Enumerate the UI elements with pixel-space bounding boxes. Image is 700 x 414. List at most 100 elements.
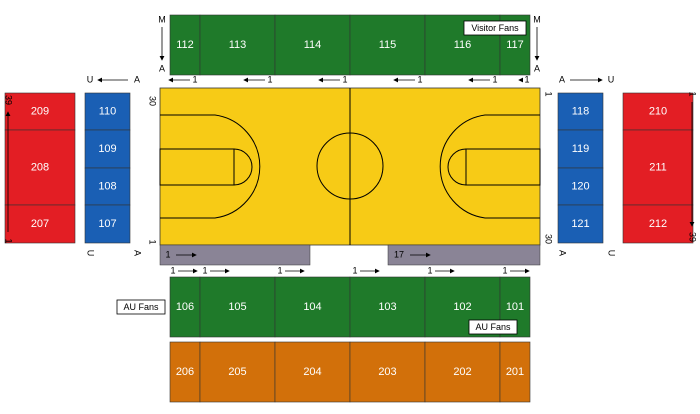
section [84,204,131,244]
section-label: 201 [506,366,524,378]
section-label: 203 [378,366,396,378]
aisle-label: A [159,63,165,73]
section-label: 106 [176,301,194,313]
section [274,276,351,338]
section-label: 204 [303,366,321,378]
section [424,341,501,403]
gray-bar [387,244,541,266]
aisle-label: U [608,74,615,84]
section-label: 112 [176,39,194,51]
seat-range: 39 [4,95,14,105]
section [557,167,604,206]
section-label: 206 [176,366,194,378]
section-label: 115 [379,39,397,51]
section [349,341,426,403]
seat-range: 39 [688,232,698,242]
seat-range: 1 [4,238,14,243]
callout: Visitor Fans [471,23,519,33]
section [622,129,694,206]
section [499,341,531,403]
section [199,341,276,403]
row-marker: 1 [170,265,175,275]
row-marker: 1 [267,74,272,84]
callout-box [116,299,166,315]
seat-range: 30 [544,234,554,244]
aisle-label: A [558,250,568,256]
section-label: 116 [454,39,472,51]
section-label: 114 [304,39,322,51]
callout-box [463,20,527,36]
section [199,276,276,338]
section [4,204,76,244]
section-label: 101 [506,301,524,313]
court [159,87,541,246]
section-label: 212 [649,218,667,230]
section-label: 107 [98,218,116,230]
section-label: 207 [31,218,49,230]
row-marker: 1 [192,74,197,84]
section [622,204,694,244]
section [274,14,351,76]
callout-box [468,319,518,335]
section-label: 202 [453,366,471,378]
row-marker: 1 [342,74,347,84]
section [349,14,426,76]
row-marker: 1 [277,265,282,275]
section-label: 105 [228,301,246,313]
callout: AU Fans [123,302,159,312]
seat-range: 17 [394,249,404,259]
row-marker: 1 [492,74,497,84]
seat-range: 1 [688,91,698,96]
aisle-label: U [87,74,94,84]
section-label: 211 [649,161,667,173]
section-label: 120 [571,180,589,192]
aisle-label: U [86,250,96,257]
section-label: 118 [572,105,590,117]
section-label: 208 [31,161,49,173]
section-label: 205 [228,366,246,378]
section-label: 103 [378,301,396,313]
row-marker: 1 [202,265,207,275]
section [84,92,131,131]
row-marker: 1 [427,265,432,275]
aisle-label: M [533,14,541,24]
section-label: 102 [453,301,471,313]
section-label: 108 [98,180,116,192]
section-label: 121 [571,218,589,230]
section [557,92,604,131]
section [84,129,131,169]
section-label: 110 [99,105,117,117]
row-marker: 1 [417,74,422,84]
aisle-label: A [534,63,540,73]
section-label: 113 [229,39,247,51]
aisle-label: A [134,74,140,84]
aisle-label: U [607,250,617,257]
section [84,167,131,206]
aisle-label: A [133,250,143,256]
callout: AU Fans [475,322,511,332]
section-label: 209 [31,105,49,117]
row-marker: 1 [524,74,529,84]
seat-range: 1 [148,239,158,244]
section-label: 104 [303,301,321,313]
section [622,92,694,131]
aisle-label: A [559,74,565,84]
section [169,14,201,76]
section [274,341,351,403]
section-label: 117 [506,39,524,51]
gray-bar [159,244,311,266]
aisle-label: M [158,14,166,24]
section [199,14,276,76]
section [557,204,604,244]
row-marker: 1 [352,265,357,275]
section [4,92,76,131]
section [349,276,426,338]
seat-range: 1 [544,91,554,96]
section [169,341,201,403]
row-marker: 1 [502,265,507,275]
section-label: 119 [572,143,590,155]
section-label: 109 [98,143,116,155]
seat-range: 1 [165,249,170,259]
section-label: 210 [649,105,667,117]
